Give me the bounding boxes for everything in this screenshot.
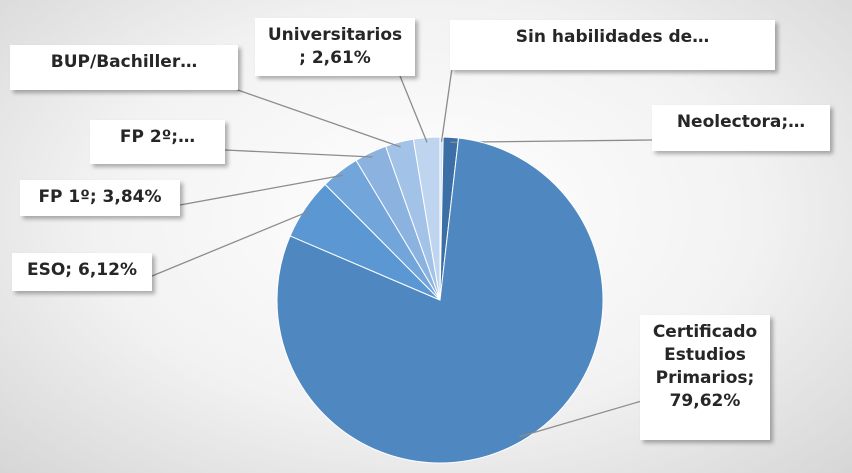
leader-line xyxy=(151,210,310,277)
pie-slice xyxy=(276,137,604,464)
leader-line xyxy=(519,399,646,438)
data-label: ESO; 6,12% xyxy=(12,253,152,291)
pie-slice xyxy=(412,136,441,301)
data-label: BUP/Bachiller… xyxy=(10,45,238,90)
data-label: Universitarios ; 2,61% xyxy=(255,18,415,76)
data-label: Sin habilidades de… xyxy=(450,20,775,70)
data-label: Certificado Estudios Primarios; 79,62% xyxy=(640,315,770,440)
data-label: Neolectora;… xyxy=(652,105,830,151)
leader-line xyxy=(450,139,653,143)
leader-line xyxy=(224,149,373,158)
leader-line xyxy=(179,174,343,206)
data-label: FP 1º; 3,84% xyxy=(20,180,180,216)
leader-line xyxy=(440,67,453,142)
leader-line xyxy=(231,87,401,148)
data-label: FP 2º;… xyxy=(90,120,225,164)
leader-line xyxy=(399,75,428,143)
